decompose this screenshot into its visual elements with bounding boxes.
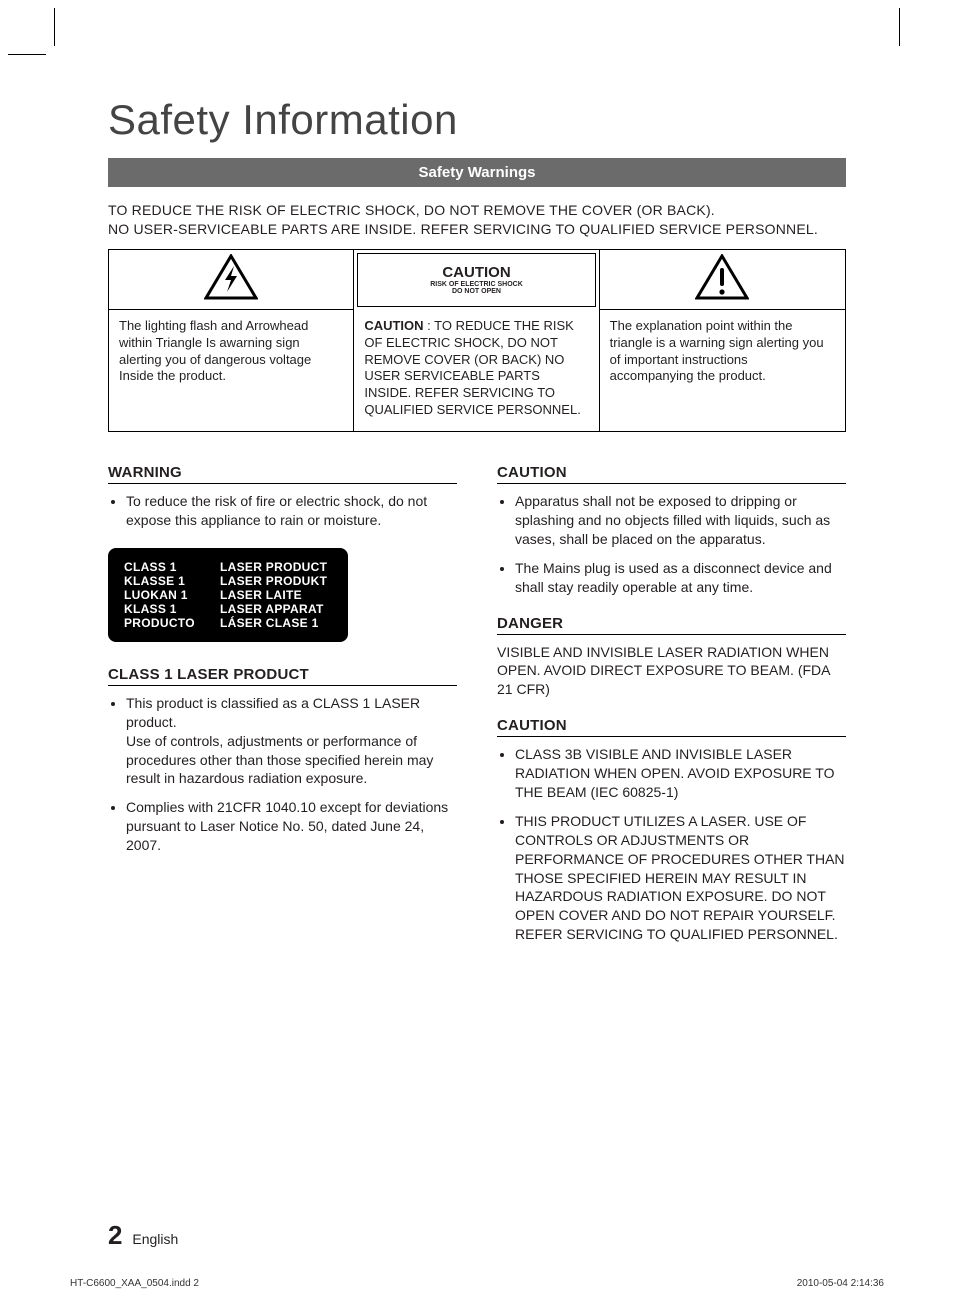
hazard-icon-cell <box>109 250 354 310</box>
print-file-info: HT-C6600_XAA_0504.indd 2 <box>70 1278 199 1289</box>
list-item: To reduce the risk of fire or electric s… <box>126 492 457 530</box>
intro-line: TO REDUCE THE RISK OF ELECTRIC SHOCK, DO… <box>108 202 715 218</box>
laser-label-row: KLASSE 1LASER PRODUKT <box>124 574 332 588</box>
laser-label-row: LUOKAN 1LASER LAITE <box>124 588 332 602</box>
print-timestamp: 2010-05-04 2:14:36 <box>797 1278 884 1289</box>
list-item: THIS PRODUCT UTILIZES A LASER. USE OF CO… <box>515 812 846 944</box>
danger-heading: DANGER <box>497 615 846 635</box>
content-area: Safety Information Safety Warnings TO RE… <box>70 96 884 962</box>
caution2-bullet-list: CLASS 3B VISIBLE AND INVISIBLE LASER RAD… <box>497 745 846 944</box>
left-column: WARNING To reduce the risk of fire or el… <box>108 458 457 962</box>
laser-label-left: LUOKAN 1 <box>124 588 220 602</box>
list-item: Apparatus shall not be exposed to drippi… <box>515 492 846 549</box>
laser-label-right: LASER PRODUKT <box>220 574 327 588</box>
caution-title: CAUTION <box>442 264 510 281</box>
crop-mark <box>899 8 900 46</box>
caution-subtitle: RISK OF ELECTRIC SHOCK <box>430 281 523 289</box>
page-number: 2 <box>108 1220 122 1250</box>
laser-label-left: KLASSE 1 <box>124 574 220 588</box>
crop-mark <box>8 54 46 55</box>
list-item: This product is classified as a CLASS 1 … <box>126 694 457 788</box>
laser-class-label-box: CLASS 1LASER PRODUCTKLASSE 1LASER PRODUK… <box>108 548 348 642</box>
hazard-right-desc: The explanation point within the triangl… <box>600 310 845 431</box>
laser-label-left: PRODUCTO <box>124 616 220 630</box>
laser-label-right: LASER LAITE <box>220 588 302 602</box>
hazard-left-desc: The lighting flash and Arrowhead within … <box>109 310 354 431</box>
class1-heading: CLASS 1 LASER PRODUCT <box>108 666 457 686</box>
two-column-layout: WARNING To reduce the risk of fire or el… <box>108 458 846 962</box>
laser-label-left: CLASS 1 <box>124 560 220 574</box>
intro-text: TO REDUCE THE RISK OF ELECTRIC SHOCK, DO… <box>108 201 846 239</box>
caution2-heading: CAUTION <box>497 717 846 737</box>
danger-text: VISIBLE AND INVISIBLE LASER RADIATION WH… <box>497 643 846 700</box>
laser-label-row: PRODUCTOLÁSER CLASE 1 <box>124 616 332 630</box>
page-title: Safety Information <box>108 96 846 144</box>
exclamation-triangle-icon <box>695 254 749 300</box>
laser-label-right: LASER PRODUCT <box>220 560 327 574</box>
warning-heading: WARNING <box>108 464 457 484</box>
hazard-table: CAUTION RISK OF ELECTRIC SHOCK DO NOT OP… <box>108 249 846 432</box>
laser-label-right: LÁSER CLASE 1 <box>220 616 319 630</box>
caution-header-box: CAUTION RISK OF ELECTRIC SHOCK DO NOT OP… <box>357 253 595 307</box>
right-column: CAUTION Apparatus shall not be exposed t… <box>497 458 846 962</box>
laser-label-row: CLASS 1LASER PRODUCT <box>124 560 332 574</box>
hazard-center-desc: CAUTION : TO REDUCE THE RISK OF ELECTRIC… <box>354 310 599 431</box>
section-heading-bar: Safety Warnings <box>108 158 846 187</box>
page-language: English <box>132 1231 178 1247</box>
list-item: The Mains plug is used as a disconnect d… <box>515 559 846 597</box>
warning-bullet-list: To reduce the risk of fire or electric s… <box>108 492 457 530</box>
list-item: Complies with 21CFR 1040.10 except for d… <box>126 798 457 855</box>
caution-header-cell: CAUTION RISK OF ELECTRIC SHOCK DO NOT OP… <box>354 250 599 310</box>
intro-line: NO USER-SERVICEABLE PARTS ARE INSIDE. RE… <box>108 221 818 237</box>
page-footer: 2 English <box>108 1220 178 1251</box>
caution-subtitle: DO NOT OPEN <box>452 288 501 296</box>
laser-label-row: KLASS 1LASER APPARAT <box>124 602 332 616</box>
print-metadata: HT-C6600_XAA_0504.indd 2 2010-05-04 2:14… <box>70 1278 884 1289</box>
crop-mark <box>54 8 55 46</box>
lightning-triangle-icon <box>204 254 258 300</box>
caution-heading: CAUTION <box>497 464 846 484</box>
manual-page: Safety Information Safety Warnings TO RE… <box>0 0 954 1307</box>
hazard-icon-cell <box>600 250 845 310</box>
caution-bullet-list: Apparatus shall not be exposed to drippi… <box>497 492 846 596</box>
laser-label-left: KLASS 1 <box>124 602 220 616</box>
class1-bullet-list: This product is classified as a CLASS 1 … <box>108 694 457 855</box>
laser-label-right: LASER APPARAT <box>220 602 324 616</box>
list-item: CLASS 3B VISIBLE AND INVISIBLE LASER RAD… <box>515 745 846 802</box>
caution-lead: CAUTION <box>364 318 423 333</box>
